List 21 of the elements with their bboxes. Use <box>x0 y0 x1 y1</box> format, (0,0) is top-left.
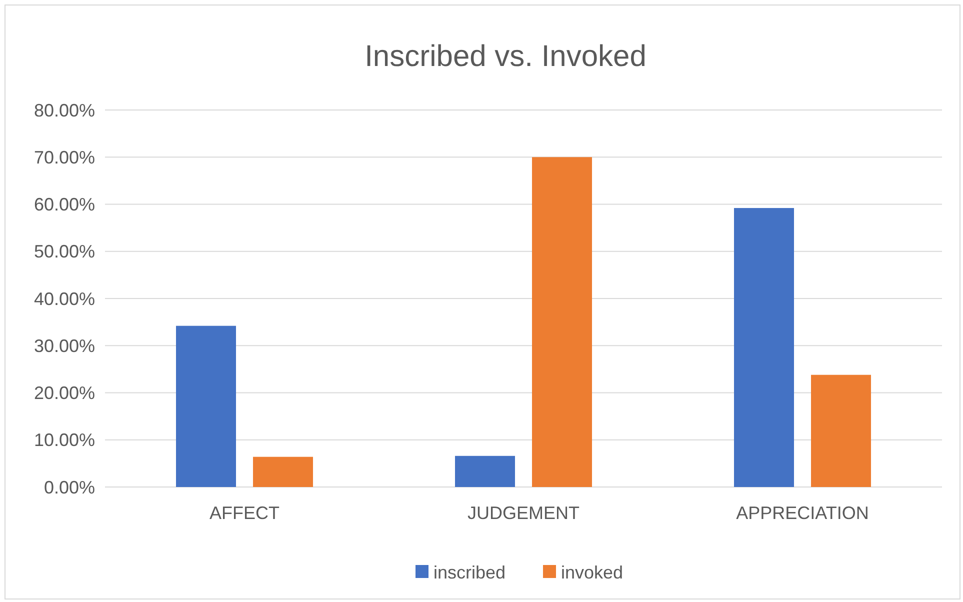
x-tick-label: APPRECIATION <box>736 503 869 523</box>
bar <box>734 208 794 487</box>
bar <box>532 157 592 487</box>
y-tick-label: 80.00% <box>34 100 95 120</box>
bar <box>253 456 313 487</box>
y-tick-label: 20.00% <box>34 383 95 404</box>
y-tick-label: 10.00% <box>34 430 95 450</box>
chart-title: Inscribed vs. Invoked <box>364 40 646 73</box>
bar <box>811 374 871 487</box>
bar <box>176 326 236 487</box>
bar <box>455 456 515 487</box>
y-tick-label: 40.00% <box>34 288 95 309</box>
y-tick-label: 60.00% <box>34 194 95 215</box>
x-tick-label: AFFECT <box>210 503 280 523</box>
x-tick-label: JUDGEMENT <box>468 503 580 523</box>
y-tick-label: 70.00% <box>34 147 95 168</box>
y-tick-label: 30.00% <box>34 336 95 356</box>
y-tick-label: 0.00% <box>44 477 95 498</box>
legend-label: inscribed <box>434 562 506 582</box>
y-tick-label: 50.00% <box>34 242 95 262</box>
legend-label: invoked <box>561 562 624 582</box>
